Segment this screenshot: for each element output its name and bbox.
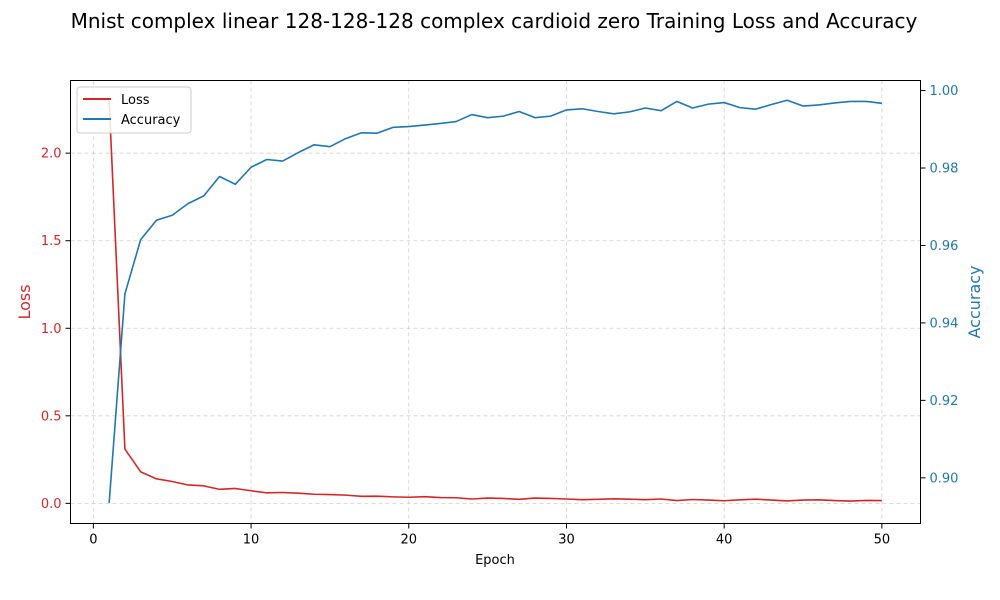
right-y-axis-label: Accuracy [965,265,984,338]
legend-label-accuracy: Accuracy [121,113,181,128]
x-tick-label: 20 [400,533,417,548]
legend: Loss Accuracy [76,86,192,134]
x-axis-label: Epoch [475,553,515,568]
left-y-tick-label: 0.0 [41,497,62,512]
x-tick-label: 40 [716,533,733,548]
right-y-tick-label: 0.96 [930,239,959,254]
series-layer [108,99,882,504]
grid [70,80,921,524]
right-y-axis: 0.90 0.92 0.94 0.96 0.98 1.00 [920,84,959,486]
right-y-tick-label: 1.00 [930,84,959,99]
right-y-tick-label: 0.92 [930,394,959,409]
right-y-tick-label: 0.98 [930,162,959,177]
left-y-axis: 0.0 0.5 1.0 1.5 2.0 [41,147,71,512]
right-y-tick-label: 0.94 [930,316,959,331]
series-line-accuracy [108,99,882,504]
x-axis: 0 10 20 30 40 50 [89,523,891,548]
x-tick-label: 10 [243,533,260,548]
left-y-axis-label: Loss [15,284,34,319]
plot-frame [70,80,921,524]
x-tick-label: 30 [558,533,575,548]
legend-label-loss: Loss [121,93,150,108]
right-y-tick-label: 0.90 [930,471,959,486]
chart-title: Mnist complex linear 128-128-128 complex… [71,9,918,33]
left-y-tick-label: 2.0 [41,147,62,162]
x-tick-label: 50 [874,533,891,548]
left-y-tick-label: 1.5 [41,234,62,249]
left-y-tick-label: 1.0 [41,322,62,337]
series-line-loss [108,100,882,502]
x-tick-label: 0 [89,533,97,548]
left-y-tick-label: 0.5 [41,409,62,424]
